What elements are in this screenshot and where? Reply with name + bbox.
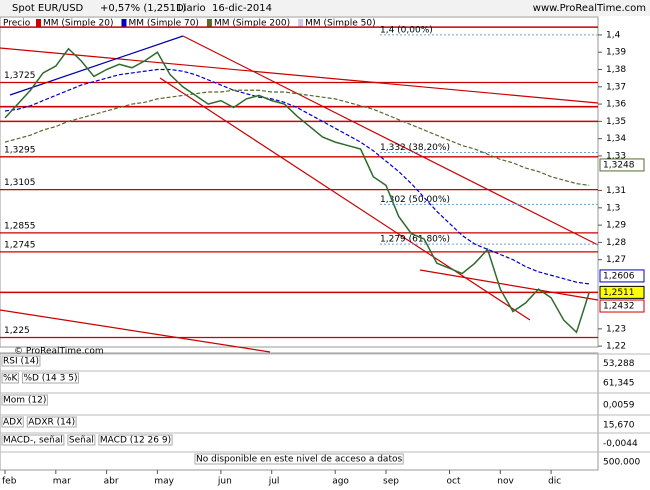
panel-label: ADX	[3, 418, 22, 428]
price-box	[599, 158, 645, 172]
x-tick-label: dic	[548, 477, 561, 487]
panel-label-box	[98, 434, 173, 446]
panel-label-box	[1, 394, 48, 406]
panel-label: MACD (12 26 9)	[100, 436, 171, 446]
date: 16-dic-2014	[212, 3, 272, 14]
panel-value: 61,345	[603, 379, 635, 389]
legend-entry: MM (Simple 20)	[43, 19, 113, 29]
panel-label-box	[1, 355, 41, 367]
panel-label: RSI (14)	[3, 357, 39, 367]
legend-swatch	[121, 19, 127, 27]
x-tick-label: nov	[497, 477, 514, 487]
panel-label: No disponible en este nivel de acceso a …	[196, 455, 402, 465]
y-tick-label: 1,37	[606, 82, 626, 92]
y-tick-label: 1,3	[606, 203, 620, 213]
y-tick-label: 1,31	[606, 186, 626, 196]
trendline	[182, 35, 599, 246]
y-tick-label: 1,4	[606, 30, 621, 40]
fib-label: 1,4 (0,00%)	[380, 25, 433, 35]
indicator-area	[0, 352, 599, 471]
x-tick-label: mar	[53, 477, 71, 487]
level-label: 1,225	[4, 326, 30, 336]
panel-label: Mom (12)	[3, 396, 46, 406]
panel-value: 53,288	[603, 359, 635, 369]
y-tick-label: 1,36	[606, 100, 626, 110]
legend-entry: MM (Simple 50)	[305, 19, 375, 29]
y-tick-label: 1,22	[606, 342, 626, 352]
fib-label: 1,279 (61,80%)	[380, 235, 450, 245]
panel-label: %D (14 3 5)	[23, 374, 77, 384]
legend-swatch	[206, 19, 212, 27]
x-tick-label: oct	[447, 477, 461, 487]
price-box	[599, 285, 645, 299]
panel-label: Señal	[69, 436, 94, 446]
price-box-label: 1,2432	[603, 302, 635, 312]
y-tick-label: 1,39	[606, 48, 626, 58]
y-tick-label: 1,38	[606, 65, 626, 75]
panel-value: -0,0044	[603, 439, 638, 449]
fib-label: 1,332 (38,20%)	[380, 143, 450, 153]
series-line	[4, 47, 590, 334]
y-tick-label: 1,29	[606, 221, 626, 231]
panel-label-box	[1, 434, 65, 446]
panel-label: ADXR (14)	[28, 418, 75, 428]
price-box-label: 1,2606	[603, 271, 635, 281]
panel-label-box	[67, 434, 96, 446]
level-label: 1,3105	[4, 178, 36, 188]
panel-label-box	[1, 416, 24, 428]
y-tick-label: 1,23	[606, 324, 626, 334]
level-label: 1,2745	[4, 240, 36, 250]
level-label: 1,3725	[4, 71, 36, 81]
x-tick-label: feb	[2, 477, 17, 487]
site: www.ProRealTime.com	[533, 3, 646, 14]
plot-area	[0, 16, 599, 348]
x-tick-label: sep	[383, 477, 399, 487]
trendline	[0, 309, 271, 353]
y-tick-label: 1,28	[606, 238, 626, 248]
period: Diario	[176, 3, 206, 14]
price-box	[599, 299, 645, 313]
panel-label-box	[1, 372, 19, 384]
trendline	[159, 77, 531, 321]
series-line	[4, 68, 590, 285]
panel-label: %K	[3, 374, 19, 384]
fib-label: 1,302 (50,00%)	[380, 195, 450, 205]
price-box	[599, 269, 645, 283]
y-tick-label: 1,34	[606, 134, 626, 144]
panel-label-box	[21, 372, 79, 384]
trendline	[9, 35, 184, 96]
series-line	[4, 89, 590, 186]
trendlines	[0, 35, 599, 353]
copyright: © ProRealTime.com	[14, 347, 104, 357]
legend-swatch	[298, 19, 304, 27]
level-label: 1,3295	[4, 145, 36, 155]
panel-value: 500.000	[603, 458, 640, 468]
panel-value: 15,670	[603, 421, 635, 431]
y-tick-label: 1,35	[606, 117, 626, 127]
legend-swatch	[36, 19, 41, 27]
header-bar	[0, 0, 650, 16]
y-tick-label: 1,33	[606, 151, 626, 161]
x-tick-label: ago	[332, 477, 349, 487]
x-tick-label: jun	[217, 477, 232, 487]
x-tick-label: may	[154, 477, 174, 487]
trendline	[419, 269, 599, 301]
panel-label: MACD-, señal	[3, 436, 63, 446]
legend-entry: Precio	[3, 19, 31, 29]
trendline	[0, 47, 599, 104]
change: +0,57% (1,2511)	[100, 3, 186, 14]
price-box-label: 1,2511	[603, 288, 635, 298]
title: Spot EUR/USD	[12, 3, 84, 14]
x-tick-label: jul	[268, 477, 280, 487]
level-label: 1,2855	[4, 221, 36, 231]
legend-entry: MM (Simple 200)	[214, 19, 290, 29]
panel-value: 0,0059	[603, 401, 635, 411]
x-tick-label: abr	[104, 477, 119, 487]
panel-label-box	[194, 453, 404, 465]
panel-label-box	[26, 416, 77, 428]
price-box-label: 1,3248	[603, 160, 635, 170]
y-tick-label: 1,27	[606, 255, 626, 265]
legend-entry: MM (Simple 70)	[128, 19, 198, 29]
